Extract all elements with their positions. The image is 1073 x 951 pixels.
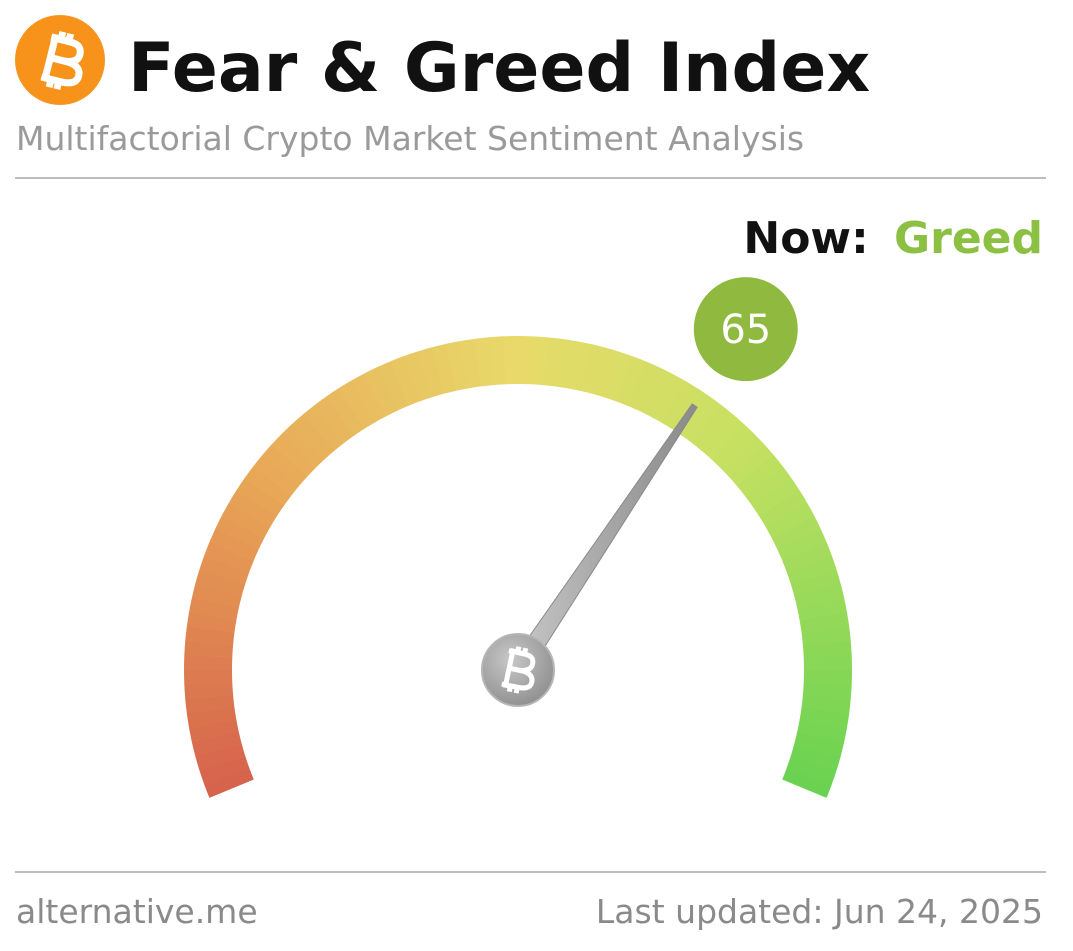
gauge-arc [801,694,851,714]
gauge-arc [638,367,673,417]
gauge-arc [765,503,815,539]
gauge-arc [326,388,365,436]
gauge-arc [802,682,852,700]
gauge-arc [189,597,239,621]
gauge-arc [191,583,242,609]
gauge-arc [752,478,800,517]
gauge-arc [801,626,851,646]
gauge-arc [314,396,355,444]
gauge-arc [802,640,852,658]
gauge-arc [790,743,841,771]
gauge-arc [737,455,784,497]
logo [15,15,105,105]
gauge-arc [195,569,246,597]
gauge-arc [195,743,246,771]
gauge-arc [474,337,494,387]
gauge-arc [759,490,808,528]
gauge-arc [649,373,686,423]
gauge-arc [191,731,242,757]
gauge-arc [209,528,259,561]
gauge-arc [221,502,271,539]
gauge-arc [376,361,409,411]
gauge-arc [627,361,660,411]
gauge-arc [488,336,506,386]
gauge-arc [199,755,250,785]
gauge-arc [460,338,482,389]
gauge-arc [215,515,265,550]
title: Fear & Greed Index [128,29,870,108]
source: alternative.me [16,892,258,931]
gauge-arc [228,490,277,528]
gauge-arc [189,719,239,743]
gauge-arc [681,396,722,444]
gauge-arc [790,569,841,597]
gauge-arc [797,719,847,743]
gauge-arc [185,626,235,646]
gauge-arc [567,341,591,391]
gauge-arc [363,367,398,417]
gauge-arc [692,405,733,452]
gauge-arc [794,583,845,609]
gauge-arc [782,542,832,573]
gauge-arc [603,351,633,402]
now-label: Now: [743,213,868,264]
hub-logo [501,646,536,694]
gauge-arc [744,466,792,507]
last-updated: Last updated: Jun 24, 2025 [596,892,1043,931]
gauge-arc [403,351,433,402]
gauge-arc [292,413,335,460]
gauge-arc [262,444,308,487]
gauge-arc [417,347,445,398]
gauge-arc [579,343,605,394]
gauge-arc [799,707,850,729]
gauge-arc [777,528,827,561]
needle [508,403,698,677]
gauge-arc [244,466,292,507]
gauge-arc [204,541,254,573]
gauge-arc [390,356,421,406]
value-label: 65 [720,307,771,353]
classification: Greed [894,213,1043,264]
gauge-arc [794,731,845,757]
gauge-arc [701,414,744,460]
gauge-arc [184,682,234,700]
gauge-arc [186,611,237,633]
gauge-arc [185,694,235,714]
gauge-arc [555,338,577,389]
gauge-arc [782,767,832,798]
gauge-arc [660,380,698,429]
gauge-arc [186,706,237,728]
gauge-arc [786,555,837,585]
gauge-arc [445,341,469,391]
gauge-arc [797,597,847,621]
gauge-arc [253,455,300,496]
gauge-arc [281,423,326,468]
gauge-arc [728,444,775,487]
gauge-arc [711,423,755,469]
gauge-arc [615,356,647,406]
gauge-arc [236,478,284,517]
gauge-arc [530,336,548,386]
gauge-arc [771,515,821,550]
gauge-arc [338,380,376,429]
value-bubble [693,277,798,382]
gauge-arc [542,337,562,387]
gauge: 65 [183,277,853,798]
gauge-arc [431,343,457,394]
gauge-arc [303,404,345,451]
subtitle: Multifactorial Crypto Market Sentiment A… [16,119,804,158]
gauge-arc [199,555,250,585]
gauge-arc [271,433,317,477]
gauge-arc [351,373,387,423]
now-status: Now: Greed [743,213,1043,264]
gauge-arc [184,640,234,658]
gauge-arc [786,755,837,785]
gauge-arc [799,612,850,634]
gauge-arc [204,767,254,798]
gauge-arc [720,433,765,478]
gauge-arc [591,347,619,398]
